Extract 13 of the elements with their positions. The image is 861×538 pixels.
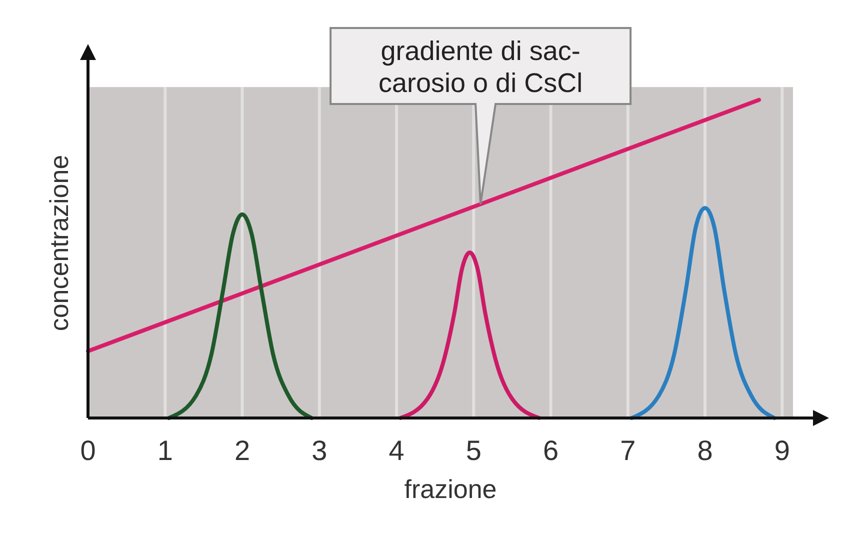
x-tick-label: 1 xyxy=(157,435,173,466)
x-tick-label: 5 xyxy=(466,435,482,466)
x-tick-label: 7 xyxy=(620,435,636,466)
y-axis-title: concentrazione xyxy=(44,154,74,332)
x-tick-label: 6 xyxy=(542,435,559,466)
x-tick-label: 9 xyxy=(774,435,790,466)
x-tick-label: 8 xyxy=(697,435,713,466)
text: gradiente di sac- carosio o di CsCl xyxy=(378,36,583,98)
x-axis-title: frazione xyxy=(404,474,497,504)
x-tick-label: 3 xyxy=(312,435,328,466)
x-tick-label: 0 xyxy=(80,435,96,466)
x-tick-label: 2 xyxy=(234,435,250,466)
x-tick-label: 4 xyxy=(388,435,404,466)
